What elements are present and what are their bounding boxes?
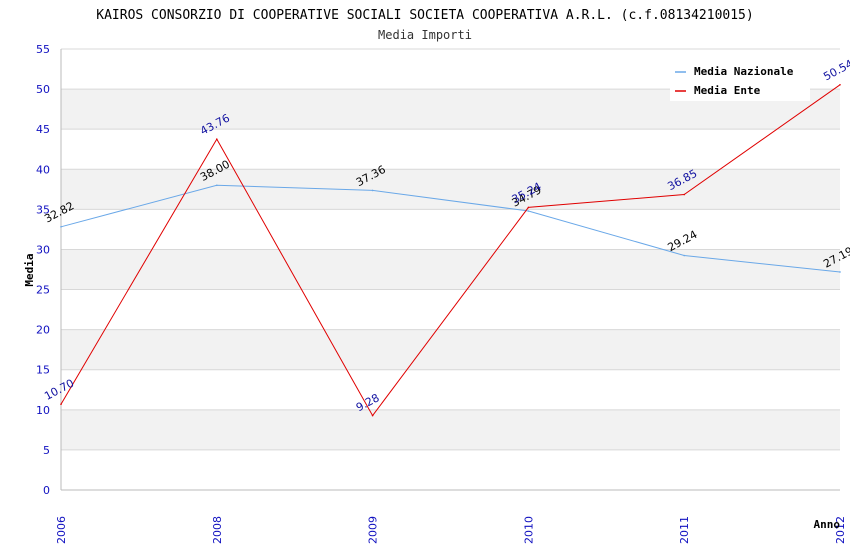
data-point <box>216 184 218 187</box>
data-point <box>683 254 685 257</box>
y-tick-label: 25 <box>36 284 50 297</box>
data-point <box>60 226 62 228</box>
y-tick-label: 15 <box>36 364 50 377</box>
data-point <box>683 193 685 196</box>
chart-title: KAIROS CONSORZIO DI COOPERATIVE SOCIALI … <box>96 8 753 23</box>
legend-label-nazionale: Media Nazionale <box>694 65 794 78</box>
x-axis-label: Anno <box>814 518 841 531</box>
y-tick-label: 55 <box>36 43 50 56</box>
legend-box <box>670 59 810 101</box>
x-tick-label: 2006 <box>55 516 68 544</box>
y-tick-label: 45 <box>36 123 50 136</box>
data-label: 10.70 <box>42 377 76 403</box>
data-point <box>371 414 374 417</box>
grid-band <box>61 329 840 370</box>
plot-bands <box>60 48 840 491</box>
y-tick-label: 0 <box>43 484 50 497</box>
series-lines <box>60 83 841 417</box>
y-axis: 0 5 10 15 20 25 30 35 40 45 50 55 <box>36 43 50 497</box>
grid-band <box>61 249 840 290</box>
data-point <box>527 206 530 209</box>
data-label: 50.54 <box>821 57 850 83</box>
series-line-ente <box>60 84 841 417</box>
x-tick-label: 2010 <box>522 516 535 544</box>
legend: Media Nazionale Media Ente <box>670 59 810 101</box>
data-point <box>371 189 374 192</box>
y-axis-label: Media <box>23 253 36 286</box>
x-tick-label: 2011 <box>678 516 691 544</box>
y-tick-label: 20 <box>36 324 50 337</box>
data-point <box>216 138 218 140</box>
y-tick-label: 10 <box>36 404 50 417</box>
data-point <box>527 210 530 212</box>
chart-subtitle: Media Importi <box>378 28 472 42</box>
data-point <box>60 403 62 406</box>
x-tick-label: 2012 <box>834 516 847 544</box>
y-tick-label: 50 <box>36 83 50 96</box>
y-tick-label: 5 <box>43 444 50 457</box>
grid-band <box>61 169 840 210</box>
series-line-nazionale <box>60 184 841 273</box>
data-point <box>839 83 841 86</box>
legend-label-ente: Media Ente <box>694 84 761 97</box>
x-tick-label: 2009 <box>367 516 380 544</box>
y-tick-label: 35 <box>36 203 50 216</box>
y-tick-label: 40 <box>36 163 50 176</box>
x-tick-label: 2008 <box>211 516 224 544</box>
grid-band <box>61 409 840 450</box>
x-axis: 2006 2008 2009 2010 2011 2012 <box>55 516 847 544</box>
y-tick-label: 30 <box>36 243 50 256</box>
data-point <box>839 271 841 273</box>
